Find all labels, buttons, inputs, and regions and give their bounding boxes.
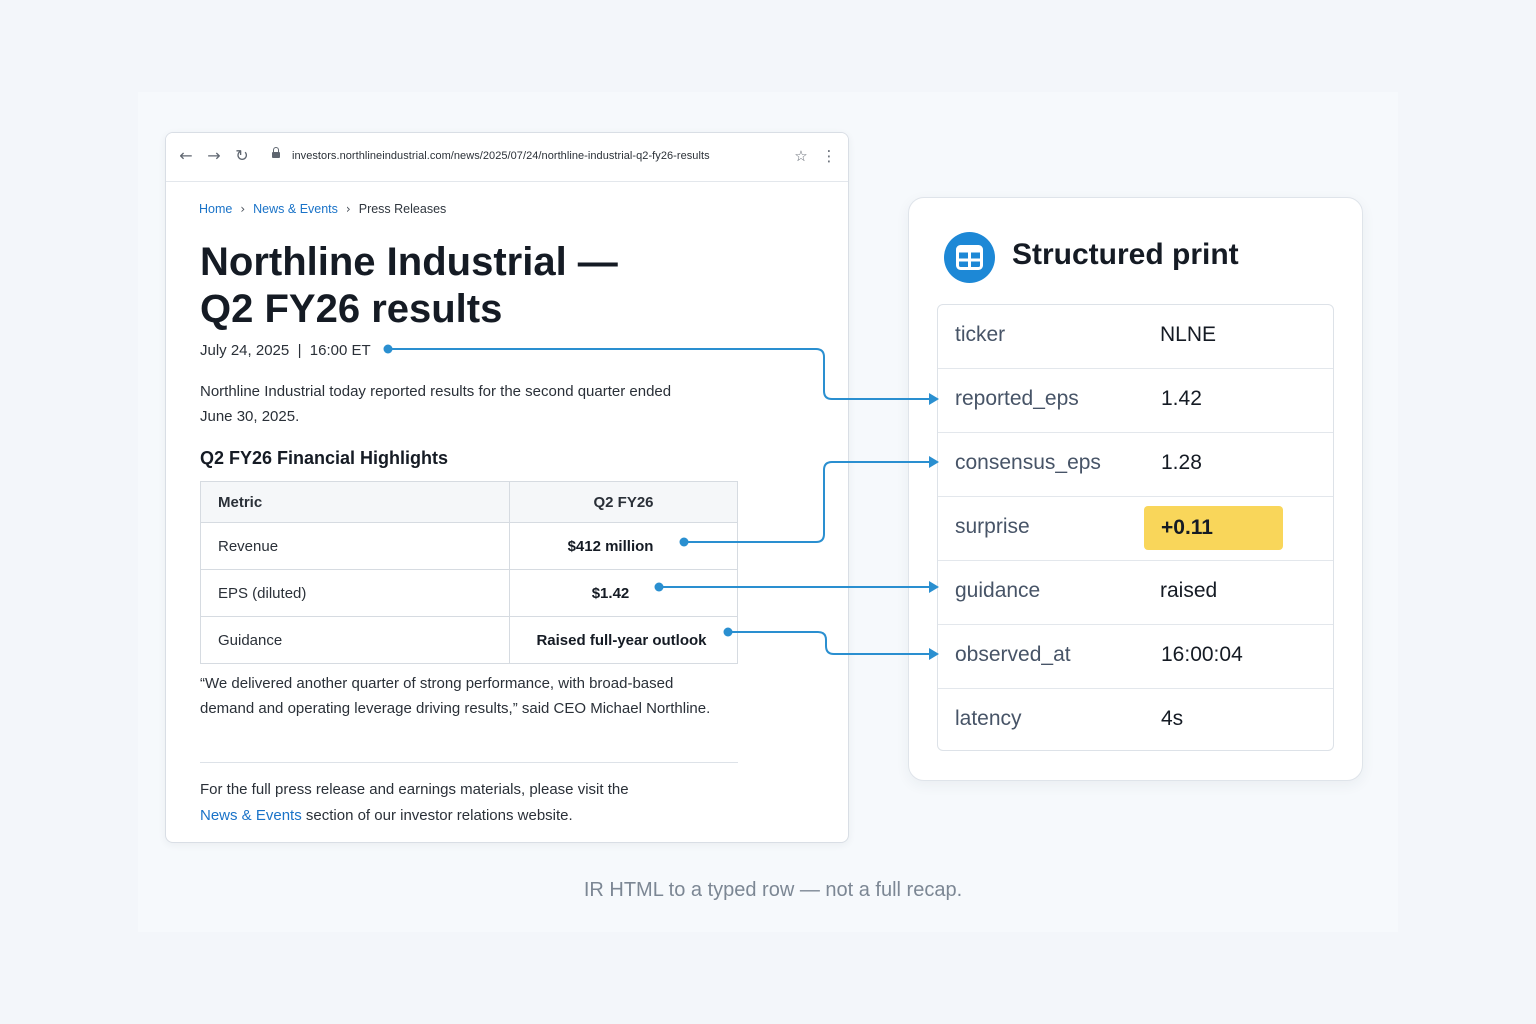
table-cell-metric: Revenue: [200, 522, 510, 570]
bookmark-star-icon[interactable]: ☆: [794, 147, 808, 165]
table-header-cell: Q2 FY26: [509, 481, 738, 523]
figure-caption: IR HTML to a typed row — not a full reca…: [583, 879, 963, 901]
field-key: observed_at: [955, 643, 1071, 666]
browser-window: ← → ↻ investors.northlineindustrial.com/…: [165, 132, 849, 843]
eps-value: $1.42: [591, 584, 630, 602]
table-cell-value: Raised full-year outlook: [509, 616, 738, 664]
lede-paragraph: Northline Industrial today reported resu…: [200, 383, 672, 425]
footer-paragraph: For the full press release and earnings …: [200, 777, 720, 829]
table-row: Guidance Raised full-year outlook: [200, 616, 738, 664]
browser-menu-icon[interactable]: ⋮: [821, 147, 837, 165]
page-title-line-1: Northline Industrial —: [200, 240, 618, 284]
field-row-consensus-eps: consensus_eps 1.28: [938, 433, 1333, 497]
table-cell-metric: Guidance: [200, 616, 510, 664]
table-cell-value: $1.42: [509, 569, 738, 617]
table-cell-metric: EPS (diluted): [200, 569, 510, 617]
field-row-reported-eps: reported_eps 1.42: [938, 369, 1333, 433]
back-arrow-icon[interactable]: ←: [179, 146, 193, 165]
field-value: 4s: [1161, 707, 1184, 730]
address-bar[interactable]: investors.northlineindustrial.com/news/2…: [292, 150, 710, 162]
breadcrumb-separator: ›: [240, 202, 246, 216]
table-icon: [944, 232, 995, 283]
lock-icon: [272, 147, 280, 158]
field-row-guidance: guidance raised: [938, 561, 1333, 625]
reload-icon[interactable]: ↻: [235, 146, 249, 165]
field-key: surprise: [955, 515, 1030, 538]
field-row-surprise: surprise +0.11: [938, 497, 1333, 561]
table-header-cell: Metric: [200, 481, 510, 523]
breadcrumb-current: Press Releases: [358, 202, 447, 216]
field-list: ticker NLNE reported_eps 1.42 consensus_…: [937, 304, 1334, 751]
page-title: Northline Industrial — Q2 FY26 results: [200, 239, 720, 333]
field-value: NLNE: [1160, 323, 1217, 346]
field-value: raised: [1160, 579, 1218, 602]
table-cell-value: $412 million: [509, 522, 738, 570]
table-row: EPS (diluted) $1.42: [200, 569, 738, 617]
field-key: ticker: [955, 323, 1006, 346]
footer-text-pre: For the full press release and earnings …: [200, 781, 629, 798]
news-events-link[interactable]: News & Events: [200, 807, 302, 824]
structured-print-card: Structured print ticker NLNE reported_ep…: [908, 197, 1363, 781]
release-dateline: July 24, 2025 | 16:00 ET: [200, 342, 371, 359]
ceo-quote: “We delivered another quarter of strong …: [200, 675, 711, 717]
field-row-observed-at: observed_at 16:00:04: [938, 625, 1333, 689]
field-row-latency: latency 4s: [938, 689, 1333, 750]
field-row-ticker: ticker NLNE: [938, 305, 1333, 369]
surprise-highlight-value: +0.11: [1144, 506, 1283, 550]
breadcrumb-home-link[interactable]: Home: [199, 202, 233, 216]
table-row: Revenue $412 million: [200, 522, 738, 570]
browser-toolbar: ← → ↻ investors.northlineindustrial.com/…: [166, 133, 848, 182]
table-header-row: Metric Q2 FY26: [200, 481, 738, 523]
field-key: reported_eps: [955, 387, 1079, 410]
card-title: Structured print: [1012, 238, 1239, 271]
page-title-line-2: Q2 FY26 results: [200, 287, 503, 331]
field-value: 16:00:04: [1161, 643, 1243, 666]
breadcrumb: Home › News & Events › Press Releases: [199, 202, 446, 216]
field-value: 1.28: [1161, 451, 1202, 474]
financial-highlights-table: Metric Q2 FY26 Revenue $412 million EPS …: [200, 481, 738, 664]
highlights-heading: Q2 FY26 Financial Highlights: [200, 448, 449, 468]
footer-text-post: section of our investor relations websit…: [301, 807, 573, 824]
field-key: guidance: [955, 579, 1041, 602]
breadcrumb-news-link[interactable]: News & Events: [253, 202, 338, 216]
divider: [200, 762, 738, 763]
forward-arrow-icon[interactable]: →: [207, 146, 221, 165]
breadcrumb-separator: ›: [345, 202, 351, 216]
guidance-value: Raised full-year outlook: [536, 631, 707, 649]
field-key: latency: [955, 707, 1022, 730]
field-value: 1.42: [1161, 387, 1202, 410]
revenue-value: $412 million: [567, 537, 654, 555]
field-key: consensus_eps: [955, 451, 1101, 474]
